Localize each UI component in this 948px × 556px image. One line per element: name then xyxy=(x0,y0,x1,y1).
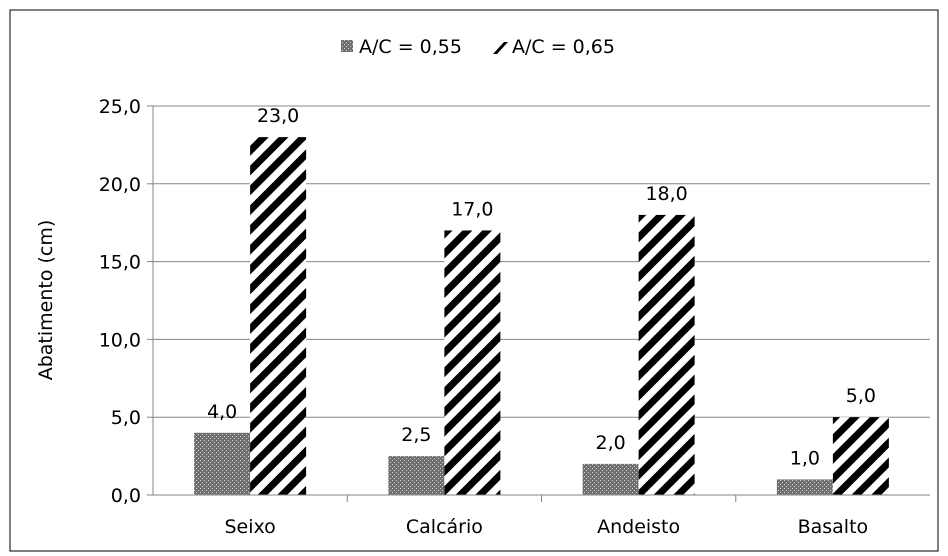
x-category-label: Calcário xyxy=(406,516,483,538)
y-tick-label: 20,0 xyxy=(99,174,141,196)
data-label: 2,0 xyxy=(596,432,626,454)
y-tick-label: 25,0 xyxy=(99,96,141,118)
bar-ac-065 xyxy=(250,137,307,495)
legend-label-ac-065: A/C = 0,65 xyxy=(512,36,615,58)
legend-swatch-ac-055 xyxy=(341,40,353,52)
data-label: 2,5 xyxy=(401,424,431,446)
y-tick-label: 0,0 xyxy=(111,485,141,507)
data-label: 4,0 xyxy=(207,401,237,423)
bar-ac-055 xyxy=(194,432,251,495)
legend-swatch-ac-065 xyxy=(493,42,508,54)
data-label: 5,0 xyxy=(846,385,876,407)
bars xyxy=(194,137,889,496)
bar-ac-055 xyxy=(388,456,445,495)
legend-item-ac-065: A/C = 0,65 xyxy=(493,36,615,58)
y-tick-label: 5,0 xyxy=(111,407,141,429)
bar-ac-065 xyxy=(638,214,695,496)
bar-ac-065 xyxy=(444,230,501,496)
y-tick-labels: 0,0 5,0 10,0 15,0 20,0 25,0 xyxy=(99,96,141,507)
legend: A/C = 0,55 A/C = 0,65 xyxy=(341,36,615,58)
data-label: 1,0 xyxy=(790,447,820,469)
data-label: 23,0 xyxy=(257,105,299,127)
y-tick-label: 10,0 xyxy=(99,329,141,351)
y-axis-label: Abatimento (cm) xyxy=(35,220,57,381)
x-category-label: Basalto xyxy=(798,516,869,538)
bar-ac-055 xyxy=(776,479,833,495)
x-category-label: Seixo xyxy=(224,516,275,538)
data-label: 17,0 xyxy=(451,198,493,220)
legend-label-ac-055: A/C = 0,55 xyxy=(359,36,462,58)
data-labels: 4,0 23,0 2,5 17,0 2,0 18,0 1,0 5,0 xyxy=(207,105,876,469)
y-tick-label: 15,0 xyxy=(99,252,141,274)
data-label: 18,0 xyxy=(645,183,687,205)
axes xyxy=(152,106,930,496)
bar-ac-055 xyxy=(582,463,639,495)
bar-ac-065 xyxy=(832,417,889,495)
legend-item-ac-055: A/C = 0,55 xyxy=(341,36,462,58)
x-category-label: Andeisto xyxy=(597,516,680,538)
x-category-labels: Seixo Calcário Andeisto Basalto xyxy=(224,516,868,538)
